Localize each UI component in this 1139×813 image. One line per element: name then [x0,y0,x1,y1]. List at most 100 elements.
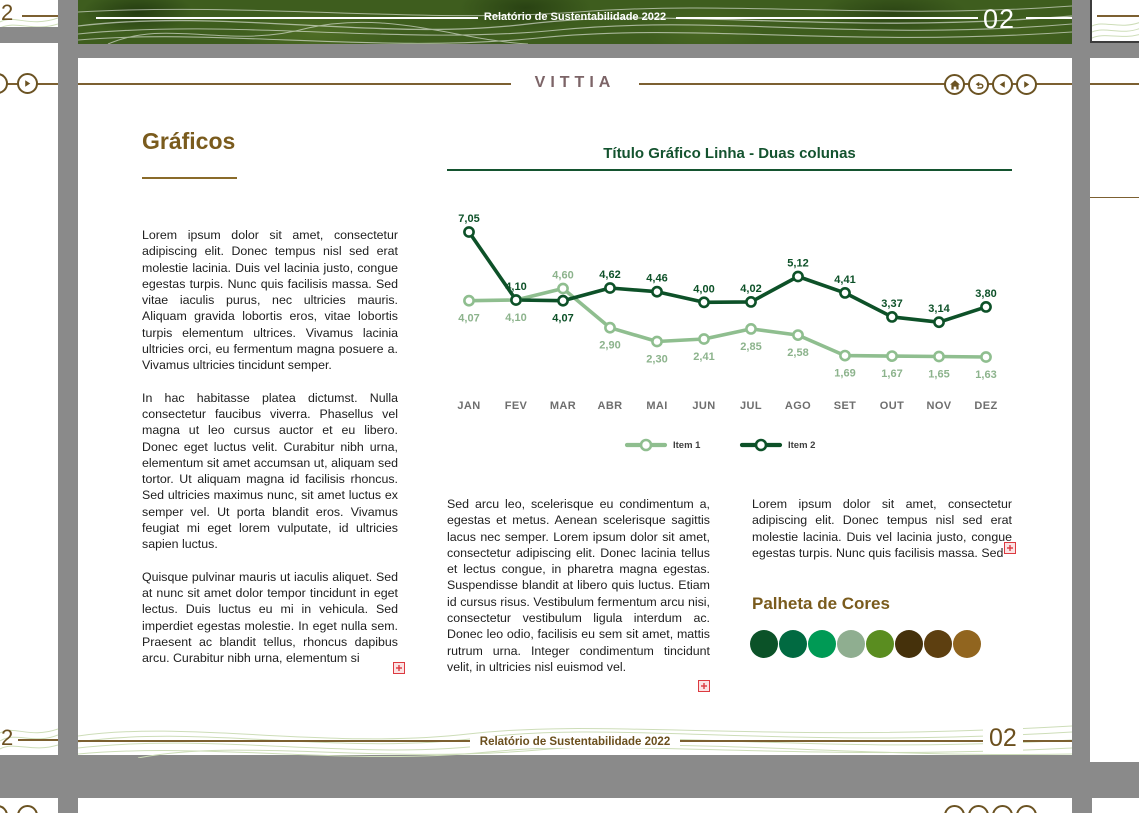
data-label: 3,37 [881,298,902,310]
previous-button[interactable] [992,805,1013,813]
home-button[interactable] [944,805,965,813]
axis-month-label: JAN [457,400,480,412]
data-point [933,350,945,363]
page-peek-bottom-left [0,798,58,813]
next-button[interactable] [1016,74,1037,95]
data-point [463,226,475,238]
adjacent-footer-rule [22,15,58,17]
axis-month-label: MAR [550,400,576,412]
logo-wrap: VITTIA [78,74,1072,92]
section-rule [1090,197,1139,198]
plus-icon [396,665,402,671]
data-label: 4,07 [552,313,573,325]
data-label: 3,14 [928,303,950,315]
overflow-indicator[interactable] [393,662,405,674]
chart-title-underline [447,169,1012,171]
back-button[interactable] [968,74,989,95]
page-sliver-right [1090,58,1139,762]
adjacent-page-number: 2 [1,0,14,25]
axis-month-label: FEV [505,400,528,412]
line-chart-svg: 4,07 7,05 JAN 4,10 4,10 FEV 4,60 4,07 MAR 2,90 4,6… [457,213,997,452]
paragraph: Quisque pulvinar mauris ut iaculis aliqu… [142,569,398,666]
line-chart: 4,07 7,05 JAN 4,10 4,10 FEV 4,60 4,07 MAR 2,90 4,6… [447,198,1012,463]
banner-page-number: 02 [983,4,1016,34]
data-label: 1,67 [881,368,902,380]
footer-page-number: 02 [983,724,1023,753]
data-label: 4,62 [599,269,620,281]
series-line [467,230,988,324]
data-label: 2,30 [646,354,667,366]
paragraph: Lorem ipsum dolor sit amet, consectetur … [752,497,1012,560]
data-point [557,294,569,307]
header-rule [1090,83,1139,85]
color-swatch [953,630,981,658]
left-arrow-icon [999,81,1005,88]
data-point [604,282,616,294]
title-underline [142,177,237,179]
data-label: 2,41 [693,351,714,363]
next-button[interactable] [1016,805,1037,813]
return-arrow-icon [975,81,983,89]
left-arrow-icon [0,78,3,89]
axis-month-label: AGO [785,400,811,412]
data-point [839,287,851,299]
data-point [839,349,851,362]
data-point [510,294,522,306]
prev-page-button[interactable] [0,805,8,813]
color-swatch [895,630,923,658]
overflow-indicator[interactable] [698,680,710,692]
prev-page-button[interactable] [0,73,8,94]
banner-title: Relatório de Sustentabilidade 2022 [483,11,667,23]
data-label: 1,69 [834,368,855,380]
next-page-button[interactable] [17,73,38,94]
data-point [745,322,757,335]
banner-rule [96,17,478,19]
data-point [557,282,569,295]
left-text-column: Lorem ipsum dolor sit amet, consectetur … [142,227,398,682]
data-point [651,285,663,298]
axis-month-label: JUN [692,400,715,412]
adjacent-footer-rule [1097,15,1139,17]
data-point [698,296,710,309]
data-label: 4,02 [740,283,761,295]
data-point [792,329,804,341]
contour-waves [1092,22,1139,39]
paragraph: Sed arcu leo, scelerisque eu condimentum… [447,497,710,674]
axis-month-label: DEZ [974,400,997,412]
color-swatch [808,630,836,658]
data-label: 4,10 [505,312,526,324]
home-button[interactable] [944,74,965,95]
data-point [792,270,804,283]
color-palette [750,630,982,658]
data-label: 4,10 [505,281,526,293]
page-peek-bottom-right [1092,798,1139,813]
overflow-indicator[interactable] [1004,542,1016,554]
axis-month-label: JUL [740,400,762,412]
page-peek-bottom-main [78,798,1072,813]
back-button[interactable] [968,805,989,813]
paragraph: In hac habitasse platea dictumst. Nulla … [142,390,398,552]
axis-month-label: NOV [926,400,951,412]
data-point [980,351,992,363]
color-swatch [837,630,865,658]
banner-rule [676,17,978,19]
middle-text-column: Sed arcu leo, scelerisque eu condimentum… [447,496,710,691]
data-label: 2,90 [599,340,620,352]
data-point [886,311,898,323]
data-label: 2,58 [787,347,808,359]
axis-month-label: SET [834,400,857,412]
data-point [933,316,945,329]
previous-button[interactable] [992,74,1013,95]
data-label: 3,80 [975,288,996,300]
page-sliver-top-left: 2 [0,0,58,27]
axis-month-label: OUT [880,400,904,412]
palette-title: Palheta de Cores [752,594,890,613]
report-banner: Relatório de Sustentabilidade 2022 02 [78,0,1072,44]
data-label: 7,05 [458,213,479,225]
data-point [463,294,475,307]
footer-title: Relatório de Sustentabilidade 2022 [469,736,681,748]
data-point [886,350,898,362]
next-page-button[interactable] [17,805,38,813]
data-label: 4,41 [834,274,855,286]
data-point [698,333,710,345]
